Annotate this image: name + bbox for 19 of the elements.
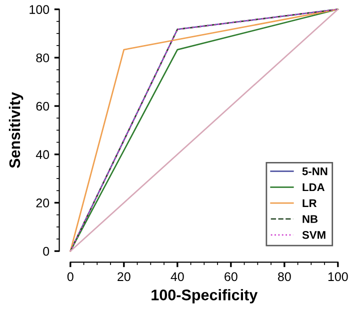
x-tick-label: 40: [170, 272, 184, 282]
x-tick-label: 60: [224, 272, 238, 282]
y-tick-label: 20: [36, 198, 50, 208]
legend-label: NB: [302, 215, 318, 223]
y-tick-label: 80: [36, 53, 50, 62]
legend-label: LR: [302, 199, 317, 207]
x-tick-label: 0: [67, 272, 74, 282]
x-tick-label: 80: [278, 272, 291, 282]
x-axis-title: 100-Specificity: [152, 289, 258, 304]
y-tick-label: 40: [36, 150, 50, 160]
y-tick-label: 100: [30, 5, 50, 14]
legend-label: SVM: [302, 231, 326, 239]
y-axis-title: Sensitivity: [8, 92, 24, 168]
x-tick-label: 100: [328, 272, 348, 282]
legend-label: 5-NN: [302, 168, 328, 176]
x-tick-label: 20: [118, 272, 130, 282]
y-tick-label: 0: [43, 246, 50, 256]
legend-label: LDA: [302, 183, 325, 192]
y-tick-label: 60: [36, 102, 50, 111]
